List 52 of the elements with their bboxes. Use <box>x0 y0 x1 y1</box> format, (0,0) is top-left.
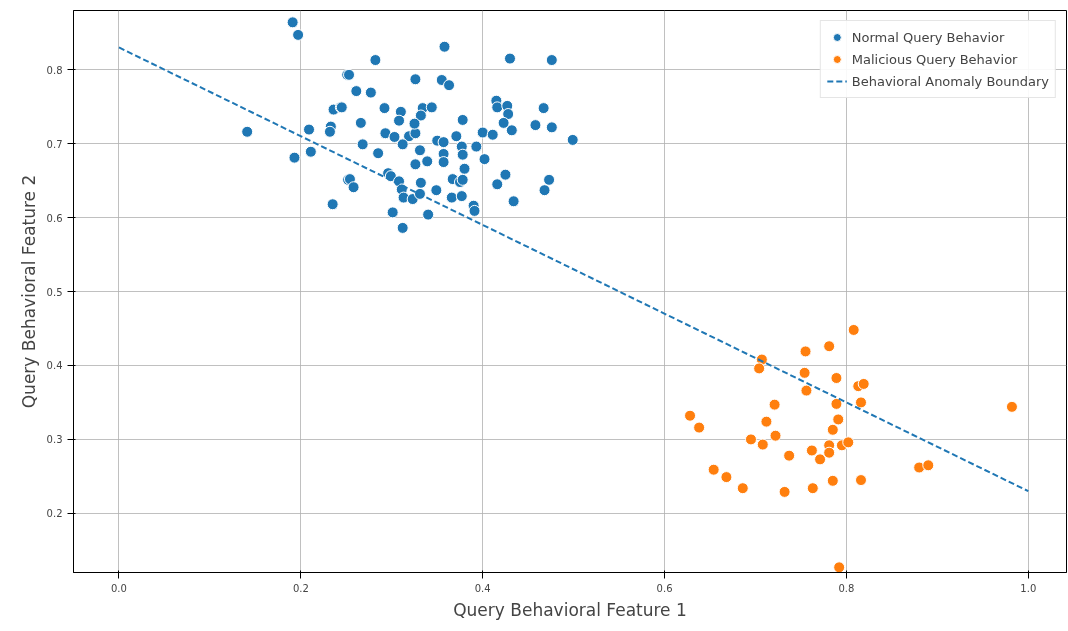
point <box>826 474 839 487</box>
point <box>799 345 812 358</box>
y-tick-label: 0.2 <box>46 508 63 520</box>
x-tick-label: 1.0 <box>1020 582 1037 594</box>
point <box>720 471 733 484</box>
point <box>854 474 867 487</box>
point <box>753 362 766 375</box>
point <box>806 482 819 495</box>
point <box>693 421 706 434</box>
y-tick-label: 0.7 <box>46 138 63 150</box>
point <box>736 482 749 495</box>
point <box>833 561 846 573</box>
point <box>847 323 860 336</box>
point <box>707 463 720 476</box>
x-tick-label: 0.2 <box>292 582 309 594</box>
point <box>805 444 818 457</box>
y-axis-title: Query Behavioral Feature 2 <box>18 174 39 409</box>
point <box>783 449 796 462</box>
point <box>857 377 870 390</box>
point <box>830 397 843 410</box>
point <box>768 398 781 411</box>
point <box>823 340 836 353</box>
point <box>760 415 773 428</box>
x-axis-title: Query Behavioral Feature 1 <box>453 599 687 620</box>
legend-label: Malicious Query Behavior <box>851 51 1018 67</box>
point <box>854 396 867 409</box>
point <box>684 409 697 422</box>
point <box>814 453 827 466</box>
y-tick-label: 0.4 <box>46 360 63 372</box>
legend-label: Normal Query Behavior <box>851 29 1005 45</box>
point <box>1005 400 1018 413</box>
y-tick-label: 0.5 <box>46 286 63 298</box>
point <box>826 423 839 436</box>
point <box>769 429 782 442</box>
x-tick-label: 0.4 <box>474 582 491 594</box>
point <box>832 413 845 426</box>
x-tick-label: 0.8 <box>838 582 855 594</box>
point <box>778 485 791 498</box>
y-tick-label: 0.8 <box>46 64 63 76</box>
legend-label: Behavioral Anomaly Boundary <box>851 73 1049 89</box>
point <box>756 438 769 451</box>
point <box>922 459 935 472</box>
point <box>798 366 811 379</box>
point <box>830 372 843 385</box>
x-tick-label: 0.6 <box>656 582 673 594</box>
point <box>823 446 836 459</box>
point <box>842 436 855 449</box>
point <box>744 433 757 446</box>
y-tick-label: 0.6 <box>46 212 63 224</box>
y-tick-label: 0.3 <box>46 434 63 446</box>
x-tick-label: 0.0 <box>111 582 127 594</box>
point <box>800 384 813 397</box>
